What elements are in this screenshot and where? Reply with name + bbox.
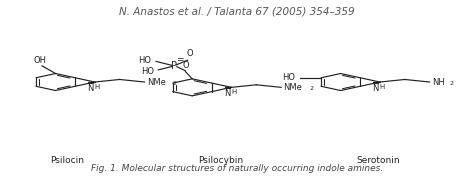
Text: N: N <box>224 89 230 98</box>
Text: OH: OH <box>33 56 46 65</box>
Text: Fig. 1. Molecular structures of naturally occurring indole amines.: Fig. 1. Molecular structures of naturall… <box>91 164 383 173</box>
Text: 2: 2 <box>449 81 453 86</box>
Text: N: N <box>87 84 94 93</box>
Text: HO: HO <box>141 67 154 76</box>
Text: H: H <box>95 84 100 90</box>
Text: Serotonin: Serotonin <box>356 156 400 165</box>
Text: N: N <box>373 84 379 93</box>
Text: Psilocin: Psilocin <box>50 156 84 165</box>
Text: N. Anastos et al. / Talanta 67 (2005) 354–359: N. Anastos et al. / Talanta 67 (2005) 35… <box>119 7 355 17</box>
Text: H: H <box>231 89 237 95</box>
Text: HO: HO <box>282 73 295 82</box>
Text: HO: HO <box>138 56 152 65</box>
Text: Psilocybin: Psilocybin <box>198 156 243 165</box>
Text: O: O <box>182 61 189 70</box>
Text: H: H <box>380 84 385 90</box>
Text: NH: NH <box>432 78 445 87</box>
Text: NMe: NMe <box>147 78 165 87</box>
Text: O: O <box>187 50 193 59</box>
Text: =: = <box>176 55 183 64</box>
Text: 2: 2 <box>309 86 313 91</box>
Text: 2: 2 <box>173 81 176 86</box>
Text: P: P <box>171 61 177 71</box>
Text: NMe: NMe <box>283 83 302 92</box>
